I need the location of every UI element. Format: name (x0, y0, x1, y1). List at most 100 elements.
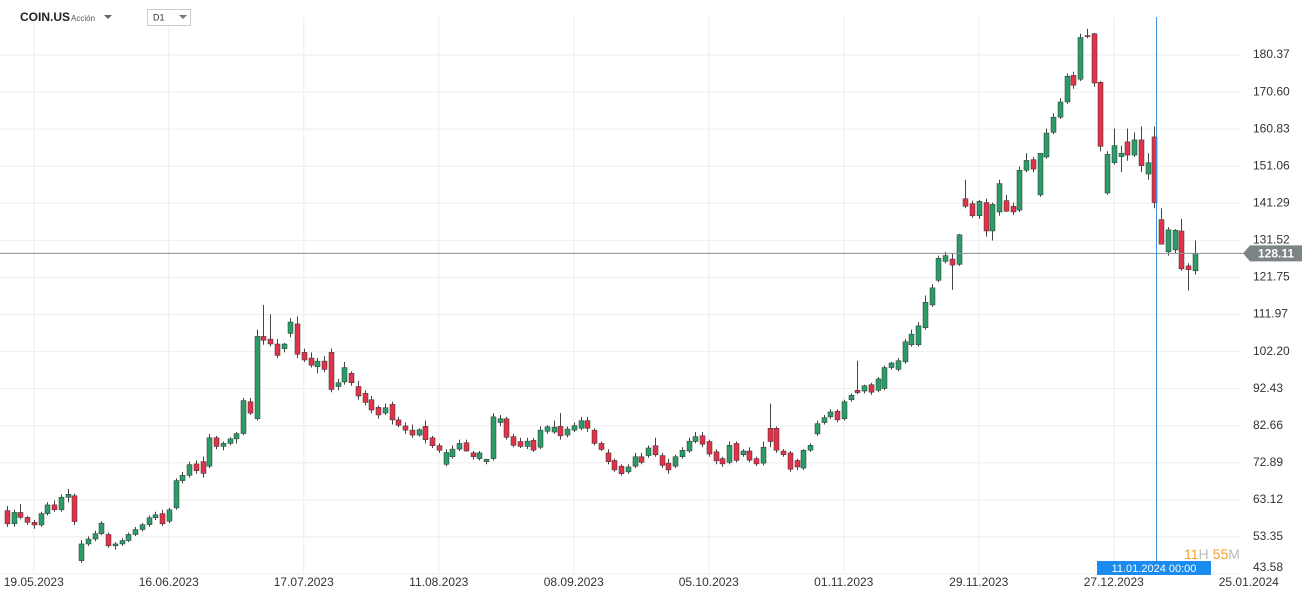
candle-body (564, 428, 571, 436)
candle-body (281, 343, 288, 349)
candle-body (848, 394, 855, 401)
x-tick-label: 01.11.2023 (814, 575, 873, 589)
candle-body (767, 427, 774, 442)
candle-body (618, 465, 625, 475)
candle-body (274, 343, 281, 356)
candle-body (416, 429, 423, 436)
y-tick-label: 170.60 (1253, 84, 1290, 98)
y-tick-label: 141.29 (1253, 195, 1290, 209)
candle-body (382, 407, 389, 414)
candle-body (1084, 35, 1091, 37)
candle-body (611, 460, 618, 471)
candle-body (1023, 160, 1030, 171)
candle-body (51, 504, 58, 511)
timeframe-dropdown[interactable] (179, 15, 187, 19)
candle-body (267, 338, 274, 345)
countdown-minutes-unit: M (1228, 546, 1240, 562)
candle-body (173, 480, 180, 509)
y-tick-label: 92.43 (1253, 381, 1283, 395)
candle-body (638, 456, 645, 463)
x-tick-label: 25.01.2024 (1219, 575, 1279, 589)
candle-body (463, 442, 470, 452)
candle-body (632, 456, 639, 467)
candle-body (821, 417, 828, 423)
candle-body (544, 426, 551, 432)
crosshair-tag (1097, 561, 1211, 575)
candle-body (557, 426, 564, 437)
candle-body (510, 436, 517, 446)
candle-body (146, 517, 153, 525)
y-tick-label: 102.20 (1253, 344, 1290, 358)
timeframe[interactable]: D1 (153, 12, 165, 22)
candle-body (152, 514, 159, 519)
y-tick-label: 151.06 (1253, 158, 1290, 172)
candle-body (517, 441, 524, 447)
candle-body (645, 447, 652, 456)
candle-body (17, 512, 24, 518)
symbol-dropdown[interactable] (104, 15, 112, 19)
timeframe-box[interactable] (147, 9, 191, 26)
asset-type: Acción (71, 14, 95, 23)
candle-body (908, 333, 915, 346)
candle-body (254, 336, 261, 420)
candle-body (591, 429, 598, 444)
candle-body (375, 407, 382, 416)
candle-body (490, 416, 497, 459)
candle-body (1043, 132, 1050, 158)
y-tick-label: 72.89 (1253, 455, 1283, 469)
last-price-label: 128.11 (1258, 246, 1294, 260)
candle-body (476, 452, 483, 459)
candle-body (422, 426, 429, 440)
candle-body (753, 458, 760, 465)
candle-body (1165, 229, 1172, 253)
y-tick-label: 53.35 (1253, 529, 1283, 543)
candle-body (58, 497, 65, 511)
candle-body (443, 452, 450, 465)
candle-body (935, 258, 942, 281)
candle-body (71, 495, 78, 522)
x-tick-label: 17.07.2023 (274, 575, 334, 589)
candle-body (402, 425, 409, 431)
candle-body (584, 420, 591, 429)
grid: 43.58 53.35 63.12 72.89 82.66 92.43 102.20 111.… (0, 17, 1290, 589)
candle-body (530, 440, 537, 451)
x-tick-label: 19.05.2023 (4, 575, 64, 589)
candle-body (976, 201, 983, 217)
candle-body (470, 452, 477, 457)
candle-body (1057, 101, 1064, 118)
candle-body (605, 452, 612, 462)
candle-body (1030, 159, 1037, 170)
candle-body (746, 450, 753, 461)
candle-body (38, 513, 45, 526)
candle-body (686, 440, 693, 452)
candle-body (571, 425, 578, 431)
candle-body (895, 360, 902, 370)
candle-body (665, 462, 672, 471)
candle-body (841, 401, 848, 420)
y-tick-label: 63.12 (1253, 492, 1283, 506)
candle-body (598, 443, 605, 450)
candle-body (578, 420, 585, 429)
candle-body (983, 202, 990, 232)
candle-body (827, 411, 834, 418)
candle-body (672, 456, 679, 467)
candle-body (98, 522, 105, 534)
candle-body (1172, 229, 1179, 251)
candle-body (733, 443, 740, 461)
candle-body (922, 302, 929, 328)
countdown: 11H 55M (1184, 546, 1240, 562)
candle-body (409, 429, 416, 436)
candle-body (227, 438, 234, 444)
candle-body (524, 440, 531, 447)
candle-body (355, 386, 362, 397)
candle-body (436, 445, 443, 451)
candle-body (537, 429, 544, 448)
candle-body (915, 325, 922, 346)
candle-body (1077, 37, 1084, 80)
symbol[interactable]: COIN.US (20, 10, 70, 24)
countdown-hours-unit: H (1199, 546, 1209, 562)
candle-body (44, 504, 51, 514)
candle-body (706, 441, 713, 455)
candle-body (929, 287, 936, 306)
